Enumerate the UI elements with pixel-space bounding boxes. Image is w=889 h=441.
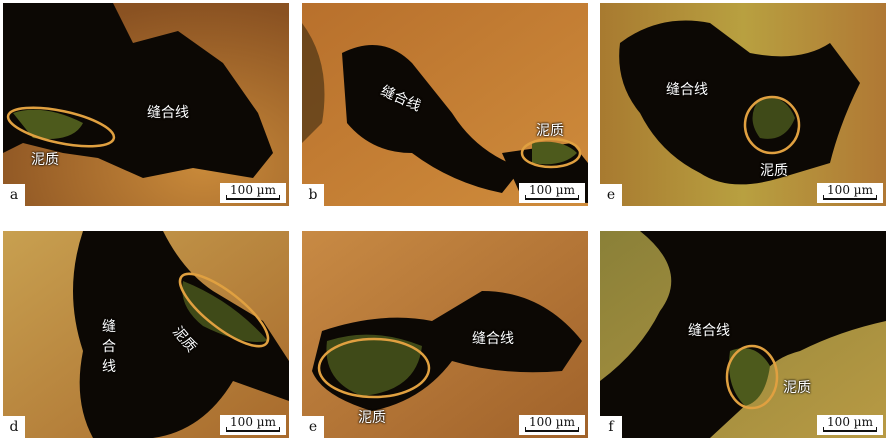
panel-letter: e — [302, 416, 324, 438]
scale-label: 100 µm — [529, 415, 575, 429]
mud-label: 泥质 — [760, 163, 788, 179]
panel-letter: e — [600, 184, 622, 206]
micrograph-image — [3, 3, 289, 206]
micrograph-panel-e: 缝合线 泥质 e 100 µm — [302, 231, 588, 438]
mud-ellipse — [317, 337, 431, 399]
panel-letter: b — [302, 184, 324, 206]
micrograph-image — [3, 231, 289, 438]
mud-ellipse — [6, 106, 116, 148]
micrograph-image — [600, 3, 886, 206]
scale-bar: 100 µm — [817, 415, 883, 435]
suture-label: 缝合线 — [666, 82, 708, 98]
mud-label: 泥质 — [358, 410, 386, 426]
micrograph-panel-c: 缝合线 泥质 e 100 µm — [600, 3, 886, 206]
micrograph-image — [302, 3, 588, 206]
suture-label: 缝合线 — [688, 323, 730, 339]
scale-label: 100 µm — [529, 183, 575, 197]
scale-bar: 100 µm — [220, 183, 286, 203]
suture-label: 缝合线 — [472, 331, 514, 347]
suture-label: 缝合线 — [147, 105, 189, 121]
panel-letter: a — [3, 184, 25, 206]
micrograph-image — [302, 231, 588, 438]
scale-label: 100 µm — [230, 415, 276, 429]
scale-label: 100 µm — [827, 415, 873, 429]
suture-label: 缝合线 — [102, 319, 116, 375]
micrograph-panel-f: 缝合线 泥质 f 100 µm — [600, 231, 886, 438]
mud-ellipse — [178, 272, 270, 348]
mud-label: 泥质 — [536, 123, 564, 139]
scale-bar: 100 µm — [519, 183, 585, 203]
scale-bar: 100 µm — [519, 415, 585, 435]
panel-letter: d — [3, 416, 25, 438]
micrograph-panel-a: 缝合线 泥质 a 100 µm — [3, 3, 289, 206]
mud-ellipse — [725, 344, 779, 410]
mud-ellipse — [520, 137, 582, 169]
scale-label: 100 µm — [827, 183, 873, 197]
mud-ellipse — [743, 95, 801, 155]
micrograph-image — [600, 231, 886, 438]
mud-label: 泥质 — [31, 152, 59, 168]
micrograph-panel-d: 缝合线 泥质 d 100 µm — [3, 231, 289, 438]
scale-label: 100 µm — [230, 183, 276, 197]
scale-bar: 100 µm — [220, 415, 286, 435]
micrograph-panel-b: 缝合线 泥质 b 100 µm — [302, 3, 588, 206]
mud-label: 泥质 — [783, 380, 811, 396]
panel-letter: f — [600, 416, 622, 438]
scale-bar: 100 µm — [817, 183, 883, 203]
